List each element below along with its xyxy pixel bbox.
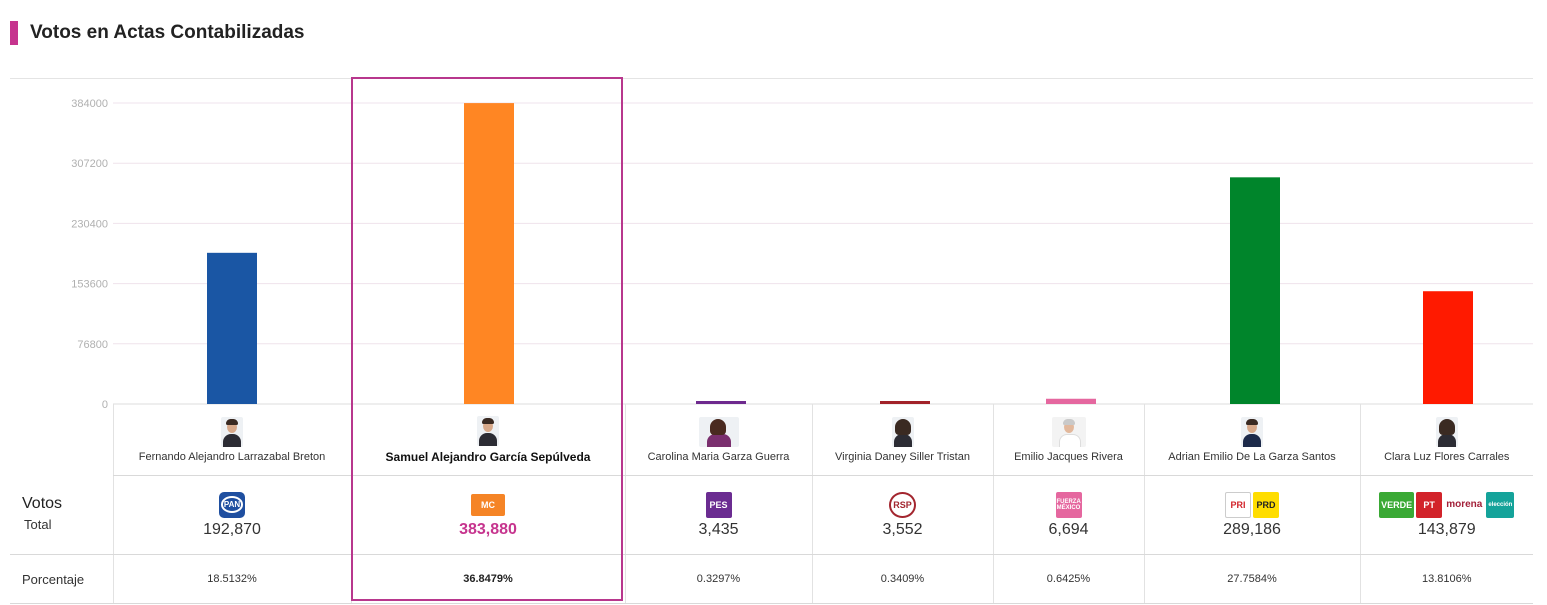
- percentage-value: 0.6425%: [1046, 573, 1091, 585]
- vote-count: 289,186: [1223, 520, 1281, 538]
- bar-4[interactable]: [880, 401, 930, 404]
- votes-cell: FUERZA MÉXICO 6,694: [992, 475, 1144, 555]
- percentage-value: 0.3297%: [696, 573, 741, 585]
- page-title: Votos en Actas Contabilizadas: [30, 22, 305, 43]
- title-accent-bar: [10, 21, 18, 45]
- votes-bar-chart: 0 76800 153600 230400 307200 384000: [71, 98, 1533, 410]
- votes-cell: PAN 192,870: [112, 475, 351, 555]
- candidate-name: Carolina Maria Garza Guerra: [647, 450, 790, 463]
- votes-cell: VERDE PT morena elección 143,879: [1359, 475, 1533, 555]
- bar-1[interactable]: [207, 252, 257, 404]
- bar-5[interactable]: [1046, 398, 1096, 404]
- votes-cell: RSP 3,552: [811, 475, 993, 555]
- percentage-value: 27.7584%: [1227, 573, 1277, 585]
- candidates-table: Fernando Alejandro Larrazabal Breton Sam…: [10, 404, 1533, 604]
- candidate-cell-flores[interactable]: Clara Luz Flores Carrales: [1359, 404, 1533, 476]
- vote-count: 3,552: [882, 520, 923, 538]
- verde-party-logo: VERDE: [1379, 491, 1415, 518]
- candidate-cell-de-la-garza[interactable]: Adrian Emilio De La Garza Santos: [1143, 404, 1360, 476]
- votes-cell: PES 3,435: [624, 475, 812, 555]
- pan-party-logo: PAN: [218, 491, 246, 518]
- percentage-value: 36.8479%: [463, 573, 513, 585]
- total-label: Total: [24, 516, 52, 532]
- bar-7[interactable]: [1423, 291, 1473, 404]
- y-tick-label: 307200: [71, 158, 108, 170]
- movimiento-ciudadano-logo: MC: [471, 493, 505, 516]
- vote-count: 6,694: [1048, 520, 1089, 538]
- nueva-alianza-logo: elección: [1486, 491, 1515, 518]
- pt-party-logo: PT: [1416, 491, 1443, 518]
- candidate-photo: [698, 416, 739, 447]
- candidate-name: Samuel Alejandro García Sepúlveda: [385, 449, 591, 464]
- candidate-photo: [1051, 416, 1086, 447]
- y-tick-label: 230400: [71, 218, 108, 230]
- candidate-name: Clara Luz Flores Carrales: [1384, 450, 1510, 463]
- votes-cell: PRI PRD 289,186: [1143, 475, 1360, 555]
- percentage-value: 18.5132%: [207, 573, 257, 585]
- votes-row: Votos Total PAN 192,870 MC 383,880 PES 3…: [10, 475, 1533, 555]
- vote-count: 192,870: [203, 520, 261, 538]
- fuerza-mexico-logo: FUERZA MÉXICO: [1055, 491, 1082, 518]
- morena-party-logo: morena: [1444, 491, 1485, 518]
- candidate-cell-siller[interactable]: Virginia Daney Siller Tristan: [811, 404, 993, 476]
- y-tick-label: 153600: [71, 279, 108, 291]
- percentage-row: Porcentaje 18.5132% 36.8479% 0.3297% 0.3…: [10, 554, 1533, 604]
- section-header: Votos en Actas Contabilizadas: [10, 20, 305, 46]
- percentage-value: 13.8106%: [1421, 573, 1472, 585]
- candidate-name: Adrian Emilio De La Garza Santos: [1168, 450, 1336, 463]
- votes-cell: MC 383,880: [350, 475, 625, 555]
- candidate-cell-garcia[interactable]: Samuel Alejandro García Sepúlveda: [350, 404, 625, 476]
- pri-party-logo: PRI: [1225, 491, 1251, 518]
- pct-label-cell: Porcentaje: [10, 554, 113, 604]
- candidate-cell-jacques[interactable]: Emilio Jacques Rivera: [992, 404, 1144, 476]
- candidate-photo: [477, 415, 499, 446]
- votes-label-cell: Votos Total: [10, 475, 113, 555]
- vote-count: 3,435: [698, 520, 739, 538]
- vote-count: 383,880: [459, 520, 517, 538]
- percentage-value: 0.3409%: [880, 573, 925, 585]
- candidate-photo: [1435, 416, 1458, 447]
- top-divider: [10, 78, 1533, 79]
- prd-party-logo: PRD: [1253, 491, 1279, 518]
- candidate-name: Virginia Daney Siller Tristan: [835, 450, 970, 463]
- candidates-row: Fernando Alejandro Larrazabal Breton Sam…: [10, 404, 1533, 476]
- candidate-cell-garza-guerra[interactable]: Carolina Maria Garza Guerra: [624, 404, 812, 476]
- candidate-photo: [891, 416, 914, 447]
- bar-3[interactable]: [696, 401, 746, 404]
- votes-label: Votos: [22, 494, 63, 512]
- candidate-name: Fernando Alejandro Larrazabal Breton: [138, 450, 326, 463]
- candidate-cell-larrazabal[interactable]: Fernando Alejandro Larrazabal Breton: [112, 404, 351, 476]
- vote-count: 143,879: [1417, 520, 1476, 538]
- y-tick-label: 384000: [71, 98, 108, 110]
- candidate-name: Emilio Jacques Rivera: [1014, 450, 1123, 463]
- bar-2[interactable]: [464, 103, 514, 405]
- candidate-photo: [1241, 416, 1263, 447]
- rsp-party-logo: RSP: [889, 491, 916, 518]
- y-tick-label: 0: [102, 399, 108, 410]
- pes-party-logo: PES: [705, 491, 732, 518]
- y-tick-label: 76800: [77, 339, 108, 351]
- candidate-photo: [221, 416, 243, 447]
- bar-6[interactable]: [1230, 177, 1280, 404]
- percentage-label: Porcentaje: [22, 571, 85, 587]
- empty-header-cell: [10, 404, 113, 476]
